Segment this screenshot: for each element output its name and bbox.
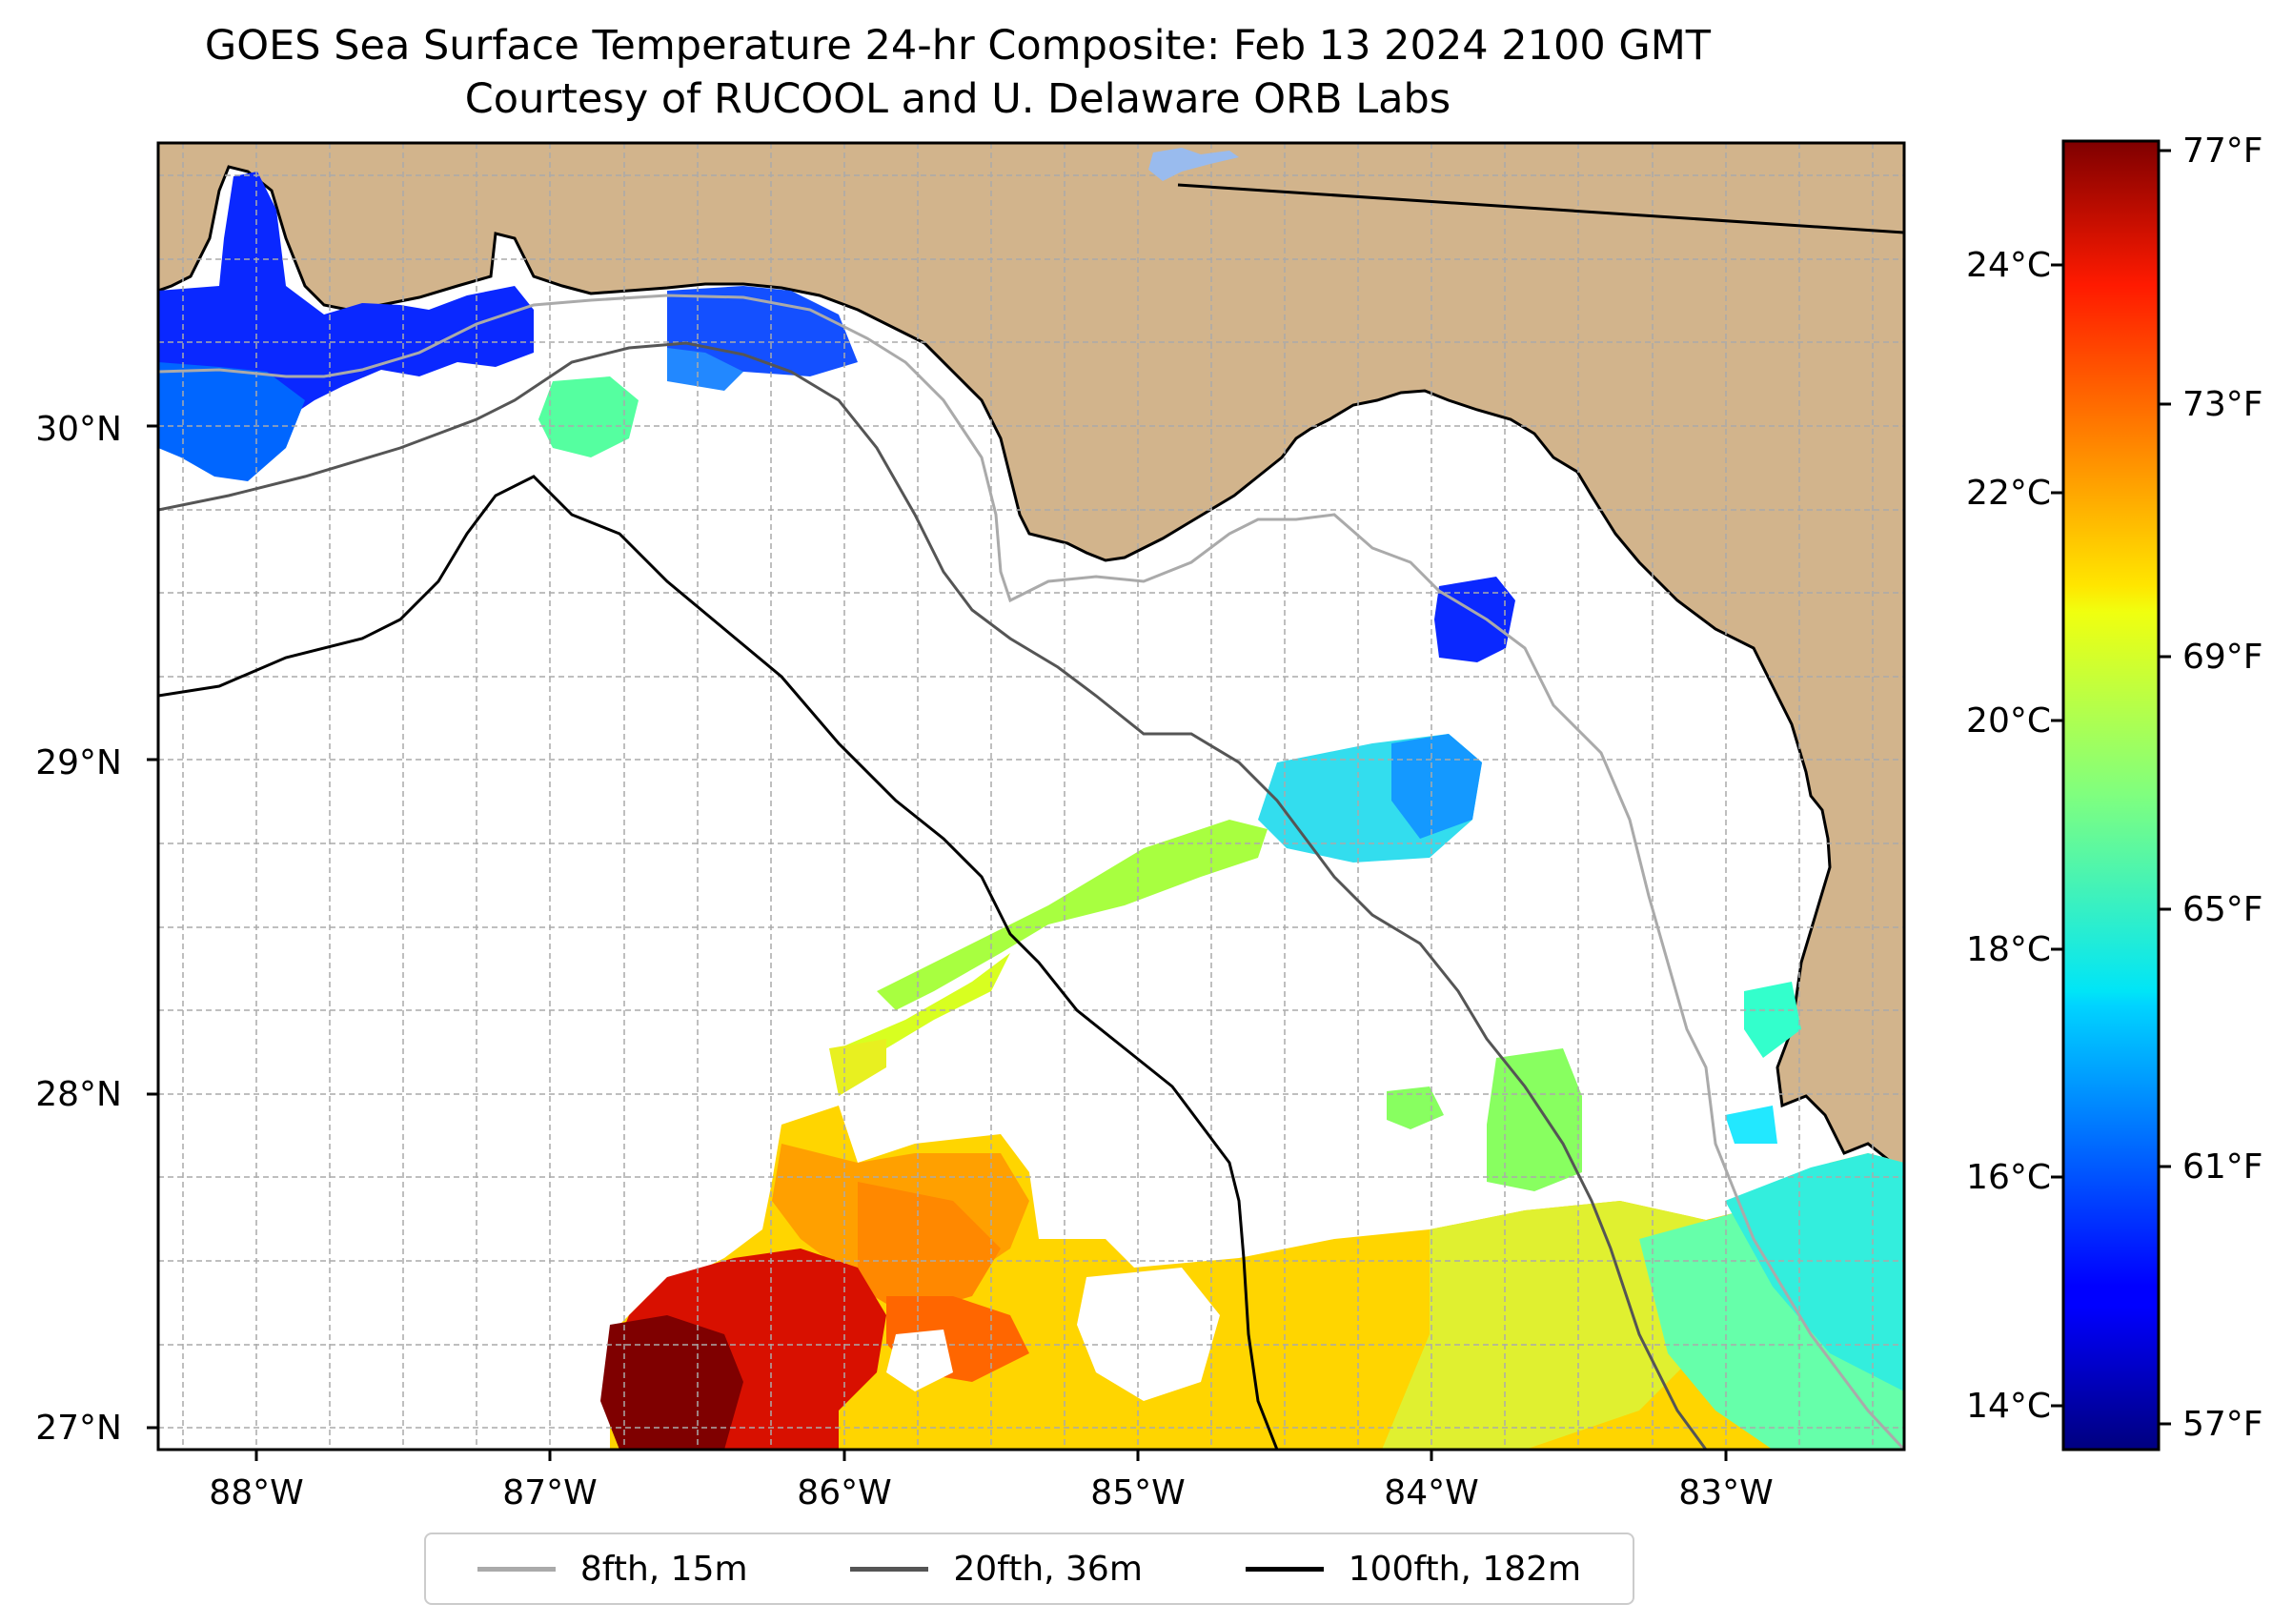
legend-swatch-8fth bbox=[477, 1566, 556, 1572]
map-title: GOES Sea Surface Temperature 24-hr Compo… bbox=[204, 22, 1712, 70]
legend-label: 100fth, 182m bbox=[1348, 1549, 1582, 1589]
lat-tick-label: 28°N bbox=[35, 1075, 122, 1114]
legend-item-100fth: 100fth, 182m bbox=[1245, 1549, 1582, 1589]
celsius-tick-label: 20°C bbox=[1966, 701, 2051, 741]
lat-axis: 27°N 28°N 29°N 30°N bbox=[35, 410, 122, 1448]
fahrenheit-tick-label: 61°F bbox=[2182, 1147, 2263, 1187]
lon-axis: 88°W 87°W 86°W 85°W 84°W 83°W bbox=[209, 1473, 1773, 1512]
legend-item-8fth: 8fth, 15m bbox=[477, 1550, 748, 1589]
celsius-tick-label: 14°C bbox=[1966, 1387, 2051, 1426]
fahrenheit-tick-label: 77°F bbox=[2182, 132, 2263, 171]
lon-tick-label: 88°W bbox=[209, 1473, 303, 1512]
colorbar bbox=[2061, 139, 2161, 1451]
border-line bbox=[1177, 183, 1904, 234]
fahrenheit-tick-label: 57°F bbox=[2182, 1405, 2263, 1444]
lon-tick-label: 84°W bbox=[1384, 1473, 1478, 1512]
colorbar-celsius-axis: 14°C 16°C 18°C 20°C 22°C 24°C bbox=[1966, 246, 2051, 1426]
legend-label: 8fth, 15m bbox=[579, 1549, 748, 1589]
lon-tick-label: 87°W bbox=[502, 1473, 597, 1512]
fahrenheit-tick-label: 65°F bbox=[2182, 890, 2263, 929]
lat-tick-label: 27°N bbox=[35, 1409, 122, 1448]
lon-tick-label: 86°W bbox=[797, 1473, 891, 1512]
legend-item-20fth: 20fth, 36m bbox=[850, 1550, 1143, 1589]
lon-tick-label: 83°W bbox=[1678, 1473, 1773, 1512]
map-area bbox=[158, 143, 1904, 1450]
lon-tick-label: 85°W bbox=[1090, 1473, 1185, 1512]
isobath-legend: 8fth, 15m 20fth, 36m 100fth, 182m bbox=[424, 1533, 1634, 1605]
map-frame bbox=[156, 141, 1906, 1451]
colorbar-fahrenheit-axis: 57°F 61°F 65°F 69°F 73°F 77°F bbox=[2182, 132, 2263, 1444]
isobath-8fth bbox=[158, 294, 1904, 1450]
lat-tick-label: 30°N bbox=[35, 410, 122, 449]
sst-map-figure: 27°N 28°N 29°N 30°N 88°W 87°W 86°W 85°W … bbox=[35, 132, 2263, 1512]
isobath-100fth bbox=[158, 475, 1279, 1450]
land-area bbox=[158, 143, 1904, 1174]
legend-swatch-100fth bbox=[1245, 1566, 1324, 1572]
isobath-20fth bbox=[158, 341, 1708, 1450]
celsius-tick-label: 16°C bbox=[1966, 1158, 2051, 1197]
celsius-tick-label: 22°C bbox=[1966, 474, 2051, 513]
legend-swatch-20fth bbox=[850, 1566, 929, 1572]
celsius-tick-label: 24°C bbox=[1966, 246, 2051, 285]
celsius-tick-label: 18°C bbox=[1966, 930, 2051, 969]
fahrenheit-tick-label: 69°F bbox=[2182, 638, 2263, 677]
lake bbox=[1148, 148, 1239, 181]
gridlines bbox=[158, 143, 1904, 1450]
colorbar-ticks bbox=[2051, 149, 2171, 1426]
axis-ticks bbox=[147, 424, 1728, 1461]
lat-tick-label: 29°N bbox=[35, 743, 122, 782]
fahrenheit-tick-label: 73°F bbox=[2182, 385, 2263, 424]
legend-label: 20fth, 36m bbox=[953, 1549, 1143, 1589]
map-subtitle: Courtesy of RUCOOL and U. Delaware ORB L… bbox=[464, 75, 1451, 123]
